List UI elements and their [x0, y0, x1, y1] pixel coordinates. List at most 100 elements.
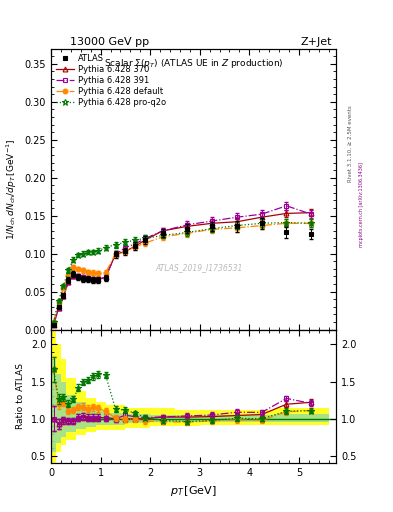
Text: 13000 GeV pp: 13000 GeV pp	[70, 37, 150, 47]
Legend: ATLAS, Pythia 6.428 370, Pythia 6.428 391, Pythia 6.428 default, Pythia 6.428 pr: ATLAS, Pythia 6.428 370, Pythia 6.428 39…	[53, 51, 168, 110]
Line: ATLAS: ATLAS	[51, 221, 314, 328]
Line: Pythia 6.428 default: Pythia 6.428 default	[51, 221, 314, 325]
ATLAS	[309, 231, 314, 237]
Pythia 6.428 pro-q2o	[56, 297, 61, 304]
Pythia 6.428 pro-q2o	[86, 249, 91, 255]
Pythia 6.428 391	[235, 214, 239, 220]
Pythia 6.428 391	[51, 322, 56, 328]
ATLAS	[103, 275, 108, 281]
Pythia 6.428 pro-q2o	[259, 220, 264, 226]
ATLAS	[81, 275, 86, 282]
ATLAS	[96, 277, 101, 283]
Pythia 6.428 391	[81, 274, 86, 280]
Pythia 6.428 370	[259, 214, 264, 220]
Pythia 6.428 default	[71, 264, 76, 270]
Pythia 6.428 pro-q2o	[61, 283, 66, 289]
ATLAS	[91, 277, 95, 283]
X-axis label: $p_T\,[\mathrm{GeV}]$: $p_T\,[\mathrm{GeV}]$	[170, 484, 217, 498]
Text: mcplots.cern.ch [arXiv:1306.3436]: mcplots.cern.ch [arXiv:1306.3436]	[359, 162, 364, 247]
Pythia 6.428 370	[81, 274, 86, 280]
Pythia 6.428 default	[284, 220, 289, 226]
Pythia 6.428 pro-q2o	[133, 237, 138, 243]
Pythia 6.428 pro-q2o	[210, 225, 215, 231]
Pythia 6.428 pro-q2o	[96, 247, 101, 253]
Pythia 6.428 default	[91, 269, 95, 275]
Pythia 6.428 391	[259, 211, 264, 217]
Pythia 6.428 default	[123, 248, 128, 254]
Pythia 6.428 370	[51, 322, 56, 328]
Pythia 6.428 pro-q2o	[91, 249, 95, 255]
Text: ATLAS_2019_I1736531: ATLAS_2019_I1736531	[156, 263, 243, 272]
ATLAS	[284, 229, 289, 236]
Pythia 6.428 391	[309, 211, 314, 217]
Line: Pythia 6.428 370: Pythia 6.428 370	[51, 210, 314, 328]
Pythia 6.428 default	[76, 266, 81, 272]
Pythia 6.428 370	[235, 219, 239, 225]
Pythia 6.428 370	[309, 209, 314, 216]
Pythia 6.428 default	[235, 225, 239, 231]
Pythia 6.428 pro-q2o	[76, 252, 81, 258]
Pythia 6.428 391	[113, 251, 118, 258]
ATLAS	[66, 277, 71, 283]
Pythia 6.428 370	[103, 274, 108, 280]
Pythia 6.428 391	[56, 305, 61, 311]
Pythia 6.428 391	[96, 276, 101, 283]
ATLAS	[210, 223, 215, 229]
Pythia 6.428 pro-q2o	[81, 250, 86, 257]
Pythia 6.428 370	[123, 248, 128, 254]
Pythia 6.428 370	[66, 279, 71, 285]
Pythia 6.428 391	[103, 274, 108, 280]
Pythia 6.428 370	[96, 276, 101, 283]
Text: Scalar $\Sigma(p_T)$ (ATLAS UE in $Z$ production): Scalar $\Sigma(p_T)$ (ATLAS UE in $Z$ pr…	[104, 57, 283, 70]
Pythia 6.428 default	[143, 240, 148, 246]
Pythia 6.428 391	[71, 272, 76, 279]
Pythia 6.428 default	[66, 272, 71, 278]
ATLAS	[51, 322, 56, 328]
Pythia 6.428 391	[210, 218, 215, 224]
Pythia 6.428 pro-q2o	[51, 319, 56, 325]
Pythia 6.428 370	[284, 210, 289, 217]
Pythia 6.428 370	[86, 275, 91, 281]
Pythia 6.428 370	[76, 273, 81, 280]
Pythia 6.428 391	[160, 228, 165, 234]
Y-axis label: Ratio to ATLAS: Ratio to ATLAS	[16, 364, 25, 430]
ATLAS	[133, 243, 138, 249]
Pythia 6.428 370	[56, 305, 61, 311]
Pythia 6.428 pro-q2o	[113, 242, 118, 248]
Pythia 6.428 pro-q2o	[309, 220, 314, 226]
Pythia 6.428 391	[133, 241, 138, 247]
ATLAS	[123, 248, 128, 254]
Pythia 6.428 pro-q2o	[235, 223, 239, 229]
Pythia 6.428 391	[76, 273, 81, 280]
Text: Z+Jet: Z+Jet	[301, 37, 332, 47]
Pythia 6.428 pro-q2o	[103, 245, 108, 251]
Pythia 6.428 default	[96, 270, 101, 276]
Pythia 6.428 370	[143, 237, 148, 243]
Pythia 6.428 default	[210, 226, 215, 232]
Pythia 6.428 370	[71, 272, 76, 279]
Pythia 6.428 391	[66, 279, 71, 285]
ATLAS	[259, 220, 264, 226]
Pythia 6.428 370	[210, 220, 215, 226]
Pythia 6.428 pro-q2o	[66, 267, 71, 273]
Pythia 6.428 default	[86, 269, 91, 275]
ATLAS	[185, 225, 190, 231]
Pythia 6.428 default	[81, 267, 86, 273]
Pythia 6.428 pro-q2o	[284, 220, 289, 226]
Pythia 6.428 default	[185, 230, 190, 236]
Pythia 6.428 370	[113, 251, 118, 258]
ATLAS	[143, 237, 148, 243]
Pythia 6.428 default	[103, 269, 108, 275]
ATLAS	[235, 223, 239, 229]
ATLAS	[160, 230, 165, 236]
Pythia 6.428 370	[160, 228, 165, 234]
Pythia 6.428 370	[61, 293, 66, 299]
Pythia 6.428 391	[123, 245, 128, 251]
Pythia 6.428 default	[309, 220, 314, 226]
Pythia 6.428 default	[160, 234, 165, 240]
Line: Pythia 6.428 391: Pythia 6.428 391	[51, 203, 314, 328]
Pythia 6.428 pro-q2o	[143, 236, 148, 242]
Text: Rivet 3.1.10, ≥ 2.5M events: Rivet 3.1.10, ≥ 2.5M events	[348, 105, 353, 182]
Pythia 6.428 391	[143, 236, 148, 242]
Pythia 6.428 370	[185, 223, 190, 229]
